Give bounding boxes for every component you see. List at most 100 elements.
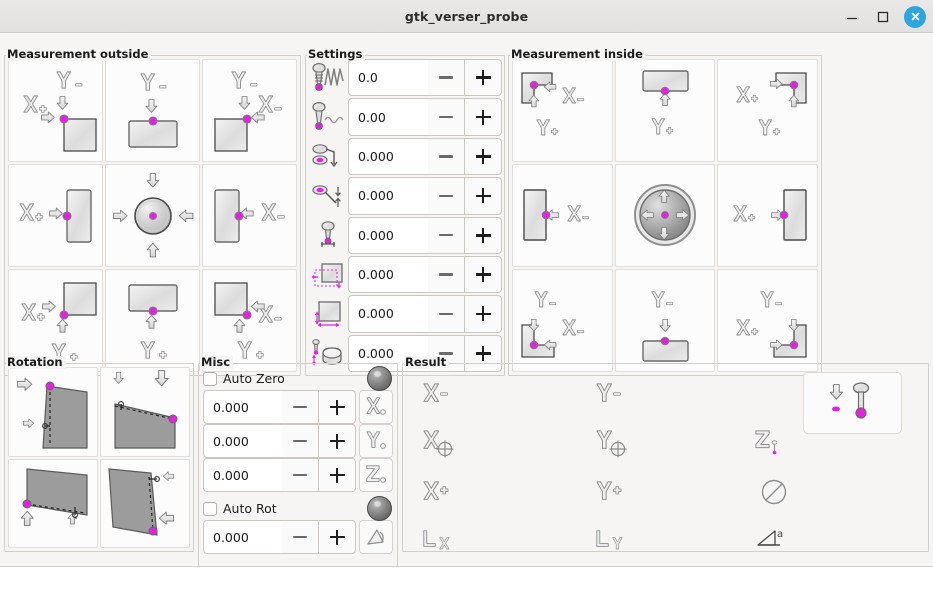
measurement-inside-cell-3[interactable] bbox=[717, 59, 818, 162]
misc-plus-rot[interactable] bbox=[319, 520, 356, 554]
result-y-plus-icon bbox=[596, 481, 622, 500]
settings-plus-7[interactable] bbox=[465, 295, 502, 333]
settings-rows: 0.0 0.00 bbox=[308, 59, 502, 372]
settings-spin-8: 0.000 bbox=[348, 334, 502, 372]
settings-value-7[interactable]: 0.000 bbox=[348, 295, 428, 333]
statusbar bbox=[0, 566, 933, 609]
misc-spin-y: 0.000 bbox=[203, 424, 356, 458]
misc-plus-x[interactable] bbox=[319, 390, 356, 424]
result-x-minus[interactable] bbox=[423, 382, 459, 406]
settings-plus-1[interactable] bbox=[465, 59, 502, 97]
misc-value-x[interactable]: 0.000 bbox=[203, 390, 282, 424]
auto-rot-checkbox[interactable] bbox=[203, 501, 217, 516]
rotation-angle-button[interactable] bbox=[359, 520, 393, 554]
result-x-center[interactable] bbox=[423, 430, 463, 460]
result-z-height[interactable] bbox=[755, 430, 791, 460]
result-angle[interactable]: a bbox=[756, 526, 792, 552]
measurement-outside-cell-9[interactable] bbox=[202, 269, 297, 372]
misc-spin-rot: 0.000 bbox=[203, 520, 356, 554]
measurement-outside-cell-5[interactable] bbox=[105, 164, 200, 267]
result-probe-z-button[interactable] bbox=[803, 372, 902, 434]
tool-diameter-icon bbox=[308, 335, 348, 372]
settings-plus-8[interactable] bbox=[465, 334, 502, 372]
settings-value-3[interactable]: 0.000 bbox=[348, 137, 428, 176]
measurement-outside-cell-2[interactable] bbox=[105, 59, 200, 162]
settings-value-2[interactable]: 0.00 bbox=[348, 98, 428, 136]
result-z-icon bbox=[755, 430, 778, 455]
probe-inside-corner-x-plus-y-minus-icon bbox=[736, 290, 807, 358]
settings-value-1[interactable]: 0.0 bbox=[348, 59, 428, 97]
measurement-outside-cell-4[interactable] bbox=[8, 164, 103, 267]
result-x-plus[interactable] bbox=[423, 480, 459, 504]
measurement-outside-cell-6[interactable] bbox=[202, 164, 297, 267]
measurement-inside-cell-2[interactable] bbox=[614, 59, 716, 162]
axis-z-zero-button[interactable] bbox=[359, 458, 393, 492]
settings-value-5[interactable]: 0.000 bbox=[348, 216, 428, 254]
settings-value-8[interactable]: 0.000 bbox=[348, 334, 428, 372]
measurement-inside-cell-5[interactable] bbox=[614, 164, 716, 267]
result-y-minus[interactable] bbox=[596, 382, 632, 406]
settings-minus-4[interactable] bbox=[428, 177, 465, 215]
misc-row-y: 0.000 bbox=[203, 424, 393, 458]
settings-plus-2[interactable] bbox=[465, 98, 502, 136]
misc-value-y[interactable]: 0.000 bbox=[203, 424, 282, 458]
settings-plus-4[interactable] bbox=[465, 177, 502, 215]
measurement-outside-cell-7[interactable] bbox=[8, 269, 103, 372]
close-icon[interactable] bbox=[904, 5, 926, 28]
auto-zero-checkbox[interactable] bbox=[203, 371, 217, 386]
settings-spin-3: 0.000 bbox=[348, 137, 502, 176]
settings-minus-7[interactable] bbox=[428, 295, 465, 333]
settings-plus-6[interactable] bbox=[465, 255, 502, 294]
result-y-center[interactable] bbox=[596, 430, 636, 460]
misc-minus-rot[interactable] bbox=[282, 520, 319, 554]
misc-title: Misc bbox=[200, 356, 234, 369]
settings-value-4[interactable]: 0.000 bbox=[348, 177, 428, 215]
result-diameter[interactable] bbox=[760, 478, 788, 506]
measurement-inside-cell-9[interactable] bbox=[717, 269, 818, 372]
axis-x-zero-button[interactable] bbox=[359, 390, 393, 424]
settings-minus-3[interactable] bbox=[428, 137, 465, 176]
misc-value-rot[interactable]: 0.000 bbox=[203, 520, 282, 554]
misc-spin-z: 0.000 bbox=[203, 458, 356, 492]
settings-minus-6[interactable] bbox=[428, 255, 465, 294]
misc-minus-x[interactable] bbox=[282, 390, 319, 424]
auto-rot-led-indicator bbox=[367, 496, 392, 521]
rotation-cell-3[interactable] bbox=[8, 458, 98, 548]
misc-plus-y[interactable] bbox=[319, 424, 356, 458]
measurement-inside-cell-8[interactable] bbox=[614, 269, 716, 372]
misc-minus-y[interactable] bbox=[282, 424, 319, 458]
misc-minus-z[interactable] bbox=[282, 458, 319, 492]
measurement-inside-cell-7[interactable] bbox=[512, 269, 613, 372]
measurement-inside-cell-4[interactable] bbox=[512, 164, 613, 267]
settings-minus-2[interactable] bbox=[428, 98, 465, 136]
settings-spin-5: 0.000 bbox=[348, 216, 502, 254]
settings-value-6[interactable]: 0.000 bbox=[348, 255, 428, 294]
settings-minus-1[interactable] bbox=[428, 59, 465, 97]
result-y-center-icon bbox=[596, 430, 627, 458]
maximize-icon[interactable] bbox=[873, 7, 893, 27]
misc-value-z[interactable]: 0.000 bbox=[203, 458, 282, 492]
settings-minus-5[interactable] bbox=[428, 216, 465, 254]
probe-edge-y-minus-icon bbox=[127, 72, 178, 148]
rotation-cell-4[interactable] bbox=[100, 458, 190, 548]
rotation-panel: Rotation bbox=[4, 356, 194, 552]
auto-rot-row[interactable]: Auto Rot bbox=[203, 496, 393, 521]
misc-plus-z[interactable] bbox=[319, 458, 356, 492]
measurement-inside-cell-6[interactable] bbox=[717, 164, 818, 267]
minimize-icon[interactable] bbox=[842, 7, 862, 27]
measurement-outside-cell-1[interactable] bbox=[8, 59, 103, 162]
window-titlebar: gtk_verser_probe bbox=[0, 0, 933, 33]
rotation-cell-2[interactable] bbox=[100, 367, 190, 457]
axis-y-zero-button[interactable] bbox=[359, 424, 393, 458]
measurement-outside-cell-3[interactable] bbox=[202, 59, 297, 162]
rotation-cell-1[interactable] bbox=[8, 367, 98, 457]
result-y-plus[interactable] bbox=[596, 480, 632, 504]
settings-plus-3[interactable] bbox=[465, 137, 502, 176]
settings-plus-5[interactable] bbox=[465, 216, 502, 254]
result-length-y[interactable] bbox=[596, 529, 636, 553]
probe-fast-search-icon bbox=[308, 59, 348, 96]
measurement-outside-cell-8[interactable] bbox=[105, 269, 200, 372]
result-length-x[interactable] bbox=[423, 529, 463, 553]
auto-zero-row[interactable]: Auto Zero bbox=[203, 366, 393, 391]
measurement-inside-cell-1[interactable] bbox=[512, 59, 613, 162]
